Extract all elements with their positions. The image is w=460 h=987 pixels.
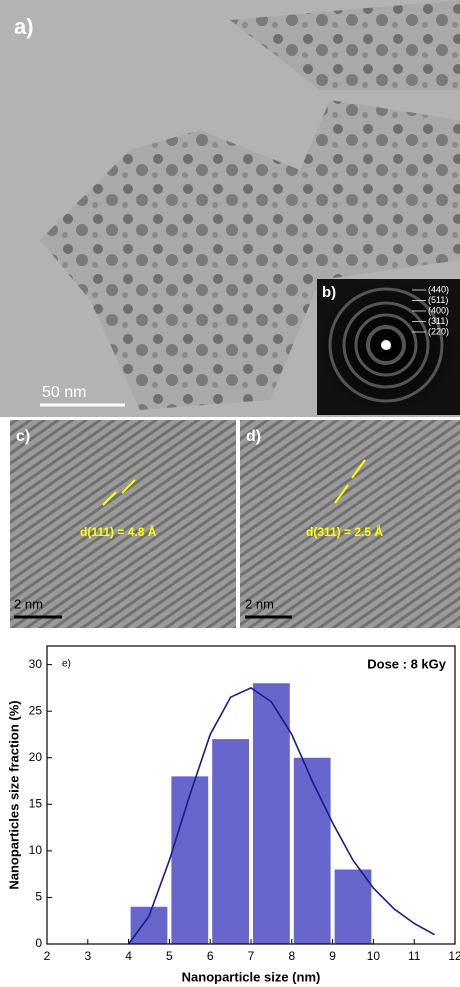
y-tick-label: 5 (35, 890, 42, 904)
bar (294, 758, 331, 944)
x-tick-label: 6 (207, 949, 214, 963)
ring-label: (400) (428, 305, 449, 315)
bar (212, 739, 249, 944)
x-tick-label: 7 (248, 949, 255, 963)
y-axis-label: Nanoparticles size fraction (%) (6, 700, 21, 889)
d-spacing: d(311) = 2.5 Å (306, 524, 383, 539)
y-tick-label: 30 (29, 657, 43, 671)
bar (335, 870, 372, 945)
y-tick-label: 0 (35, 936, 42, 950)
x-axis-label: Nanoparticle size (nm) (182, 969, 321, 984)
panel-label: e) (62, 659, 71, 670)
plot-frame (47, 646, 455, 944)
x-tick-label: 5 (166, 949, 173, 963)
panel-label: a) (14, 14, 34, 39)
y-tick-label: 25 (29, 703, 43, 717)
scale-text: 2 nm (245, 596, 274, 611)
scale-text: 50 nm (42, 384, 86, 401)
ring-label: (511) (428, 295, 448, 305)
figure: a) 50 nm b) (440)(511)(400)(311)(220) c)… (0, 0, 460, 987)
x-tick-label: 8 (288, 949, 295, 963)
histogram: 0 5 10 15 20 25 30 2 3 4 5 6 7 8 9 10 11 12 Nanoparticle s… (6, 646, 460, 984)
ring-label: (311) (428, 316, 448, 326)
x-tick-label: 11 (408, 949, 421, 963)
ring-label: (440) (428, 284, 449, 294)
ring-label: (220) (428, 326, 449, 336)
annotation: Dose : 8 kGy (367, 656, 447, 671)
panel-label: d) (246, 428, 261, 445)
center-beam (381, 340, 391, 350)
x-tick-label: 10 (367, 949, 381, 963)
panel-c-image (10, 420, 236, 628)
scale-text: 2 nm (14, 596, 43, 611)
bar (131, 907, 168, 944)
y-tick-label: 20 (29, 750, 43, 764)
panel-label: c) (16, 428, 30, 445)
x-tick-label: 12 (448, 949, 460, 963)
x-tick-label: 9 (329, 949, 336, 963)
x-tick-label: 2 (44, 949, 51, 963)
panel-label: b) (322, 284, 336, 301)
y-tick-label: 10 (29, 843, 43, 857)
x-tick-label: 4 (125, 949, 132, 963)
bar (171, 776, 208, 944)
d-spacing: d(111) = 4.8 Å (80, 524, 157, 539)
x-tick-label: 3 (84, 949, 91, 963)
y-tick-label: 15 (29, 796, 43, 810)
